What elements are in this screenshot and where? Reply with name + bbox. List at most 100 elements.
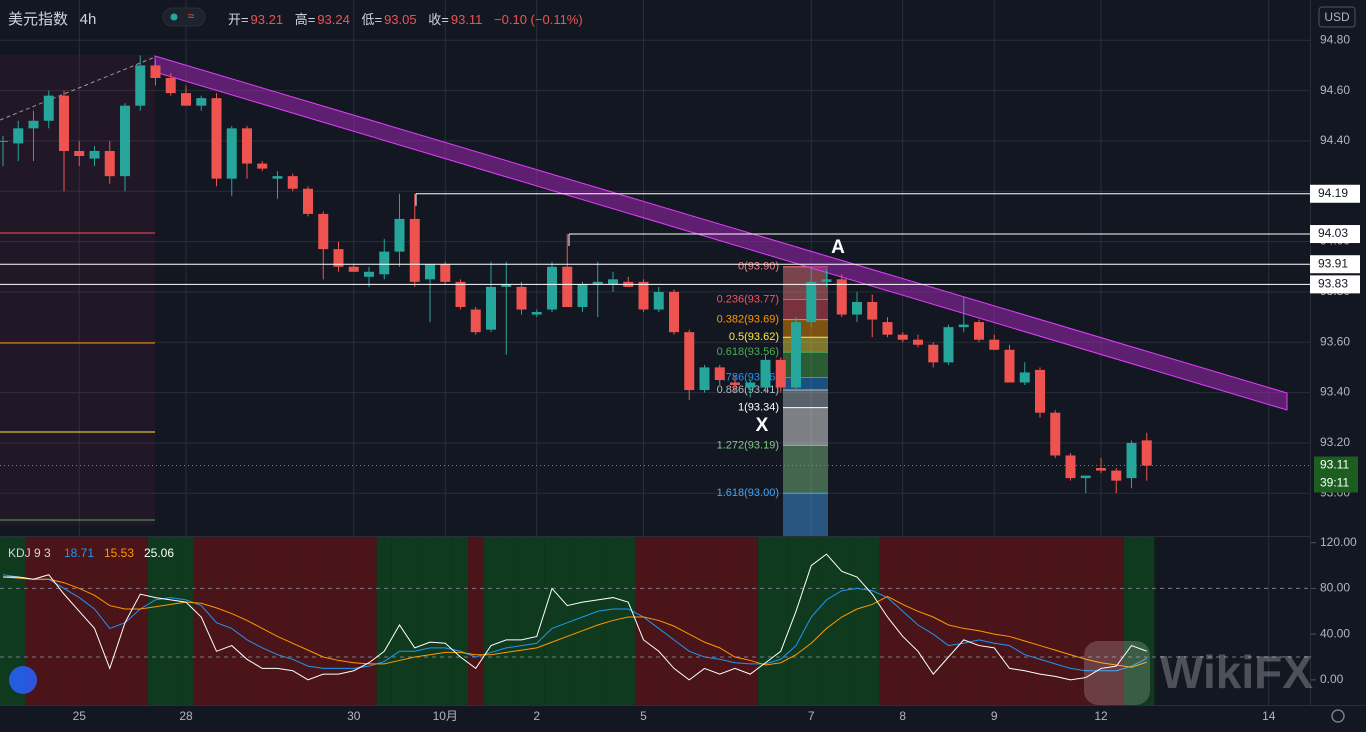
kdj-zone — [803, 537, 819, 705]
kdj-zone — [834, 537, 850, 705]
candle-body — [867, 301, 878, 320]
countdown: 39:11 — [1320, 476, 1349, 490]
candle-body — [791, 322, 801, 388]
watermark-logo — [1084, 641, 1150, 705]
fib-band — [783, 352, 828, 378]
kdj-zone — [208, 537, 225, 705]
kdj-zone — [422, 537, 438, 705]
kdj-zone — [986, 537, 1002, 705]
kdj-zone — [773, 537, 789, 705]
candle-body — [1080, 475, 1091, 479]
fib-band — [783, 337, 828, 353]
y-tick-label: 94.40 — [1320, 133, 1350, 147]
candle-body — [699, 367, 710, 391]
y-tick-label: 80.00 — [1320, 581, 1350, 595]
kdj-zone — [818, 537, 835, 705]
candle-body — [577, 284, 588, 308]
candle-body — [379, 251, 390, 275]
kdj-zone — [1078, 537, 1094, 705]
price-label-box — [1310, 225, 1360, 244]
ohlc-value: 93.24 — [317, 12, 350, 27]
candle-body — [1065, 455, 1076, 479]
fib-label: 0(93.90) — [738, 261, 779, 273]
kdj-zone — [635, 537, 652, 705]
kdj-zone — [71, 537, 87, 705]
candle-body — [59, 95, 69, 151]
interval: 4h — [79, 11, 97, 28]
kdj-zone — [940, 537, 957, 705]
candle-body — [958, 324, 969, 328]
kdj-zone — [193, 537, 209, 705]
currency-box[interactable] — [1318, 6, 1356, 28]
fib-band — [783, 493, 828, 536]
settings-icon[interactable] — [1331, 709, 1345, 723]
annotation: X — [756, 415, 769, 436]
kdj-zone — [666, 537, 682, 705]
x-tick-label: 5 — [640, 709, 647, 723]
kdj-zone — [956, 537, 972, 705]
status-pill[interactable] — [162, 7, 206, 27]
candle-body — [943, 327, 954, 363]
ohlc-value: 93.21 — [250, 12, 284, 27]
symbol: 美元指数 — [8, 11, 69, 28]
kdj-zone — [407, 537, 423, 705]
kdj-zone — [86, 537, 103, 705]
candle-body — [242, 128, 252, 164]
candle-body — [897, 334, 908, 340]
kdj-zone — [925, 537, 941, 705]
kdj-zone — [757, 537, 774, 705]
candle-body — [562, 266, 573, 308]
kdj-zone — [10, 537, 26, 705]
candle-body — [1141, 440, 1152, 466]
fib-band — [783, 377, 828, 391]
fib-band — [783, 266, 828, 300]
candle-body — [913, 339, 923, 345]
fib-band — [783, 299, 828, 320]
last-price-box — [1314, 456, 1358, 493]
price-label: 94.03 — [1318, 226, 1348, 240]
kdj-zone — [178, 537, 194, 705]
fib-label: 0.236(93.77) — [717, 293, 779, 305]
candle-body — [592, 281, 603, 285]
kdj-zone — [437, 537, 453, 705]
candle-body — [989, 339, 1000, 350]
fib-label: 1.618(93.00) — [717, 487, 779, 499]
candle-body — [165, 78, 176, 94]
kdj-zone — [513, 537, 530, 705]
fib-label: 0.5(93.62) — [729, 331, 779, 343]
candle-body — [120, 105, 130, 177]
candle-body — [89, 150, 100, 159]
kdj-zone — [1123, 537, 1140, 705]
kdj-zone — [468, 537, 484, 705]
candle-body — [730, 382, 740, 386]
candle-body — [1111, 470, 1122, 481]
candle-body — [714, 367, 725, 380]
currency: USD — [1324, 10, 1350, 24]
kdj-zone — [544, 537, 560, 705]
price-label-box — [1310, 184, 1360, 203]
fib-band — [783, 390, 828, 408]
candle-body — [1050, 412, 1061, 456]
x-tick-label: 14 — [1262, 709, 1276, 723]
kdj-zone — [346, 537, 362, 705]
fib-label: 0.382(93.69) — [717, 313, 779, 325]
labels: 93.0093.2093.4093.6093.8094.0094.2094.40… — [0, 32, 1360, 723]
kdj-zone — [132, 537, 148, 705]
candle-body — [821, 279, 832, 282]
kdj-zone — [1108, 537, 1124, 705]
candle-body — [852, 301, 862, 315]
ohlc-label: 高= — [294, 12, 316, 27]
price-label: 94.19 — [1318, 186, 1348, 200]
x-tick-label: 9 — [991, 709, 998, 723]
kdj-zone — [696, 537, 713, 705]
y-tick-label: 0.00 — [1320, 672, 1344, 686]
candle-body — [608, 279, 618, 285]
x-tick-label: 7 — [808, 709, 815, 723]
candle-body — [440, 264, 451, 282]
kdj-value: 15.53 — [104, 546, 134, 560]
logo[interactable] — [9, 666, 37, 694]
candle-body — [364, 271, 374, 277]
last-price: 93.11 — [1320, 458, 1349, 472]
